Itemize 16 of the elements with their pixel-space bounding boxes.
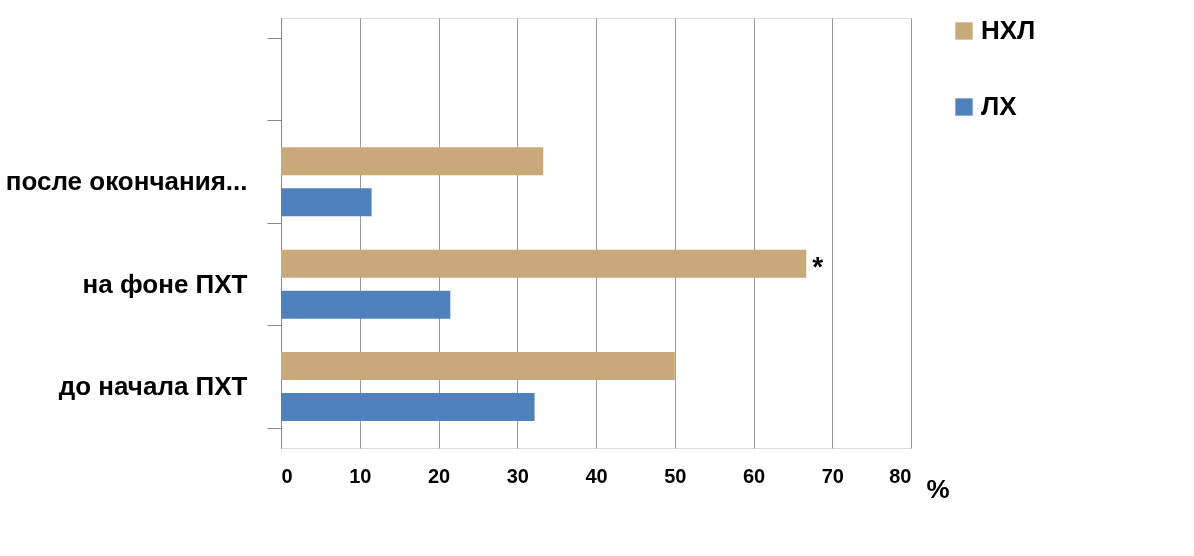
y-tick-label: после окончания...: [5, 166, 248, 197]
x-tick-label: 20: [427, 464, 451, 487]
x-tick-label: 80: [889, 464, 912, 487]
x-axis-title: %: [926, 473, 950, 504]
y-tick-label: на фоне ПХТ: [82, 268, 248, 299]
x-tick-label: 60: [742, 464, 766, 487]
y-tick-label: до начала ПХТ: [58, 371, 248, 402]
legend-label: ЛХ: [981, 91, 1018, 121]
x-tick-label: 10: [349, 464, 372, 487]
x-tick-label: 50: [664, 464, 687, 487]
x-tick-label: 30: [506, 464, 529, 487]
annotation: *: [812, 250, 824, 282]
legend-label: НХЛ: [981, 15, 1036, 45]
x-tick-label: 40: [585, 464, 608, 487]
x-tick-label: 0: [281, 464, 293, 487]
x-tick-label: 70: [821, 464, 844, 487]
